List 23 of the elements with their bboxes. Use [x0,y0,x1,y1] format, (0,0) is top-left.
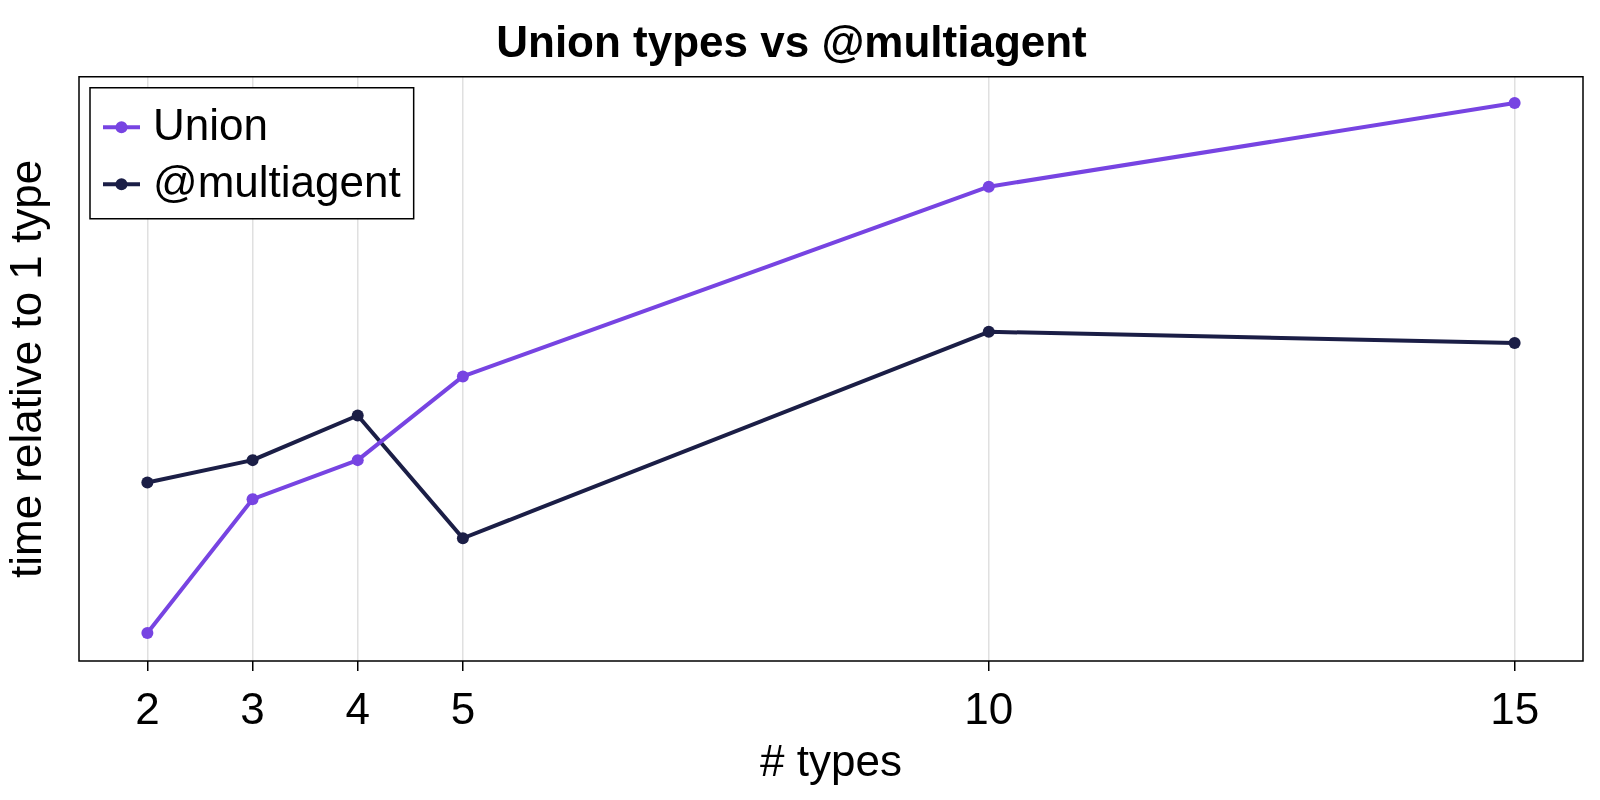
x-tick-label: 2 [135,683,160,733]
point [141,627,154,640]
point [246,493,259,506]
x-axis-title: # types [760,735,902,785]
x-tick-label: 5 [450,683,476,733]
point [351,454,364,467]
chart-title: Union types vs @multiagent [496,16,1088,66]
legend-label: @multiagent [153,157,401,207]
point [982,180,995,193]
x-tick-label: 10 [964,683,1014,733]
point [456,370,469,383]
point [982,325,995,338]
x-tick-label: 15 [1490,683,1540,733]
point [351,409,364,422]
point [246,454,259,467]
x-tick-label: 3 [240,683,265,733]
point [456,532,469,545]
x-tick-label: 4 [345,683,370,733]
y-axis-title: time relative to 1 type [0,159,50,578]
point [141,476,154,489]
point [1508,97,1521,110]
legend-label: Union [153,100,268,150]
point [1508,336,1521,349]
